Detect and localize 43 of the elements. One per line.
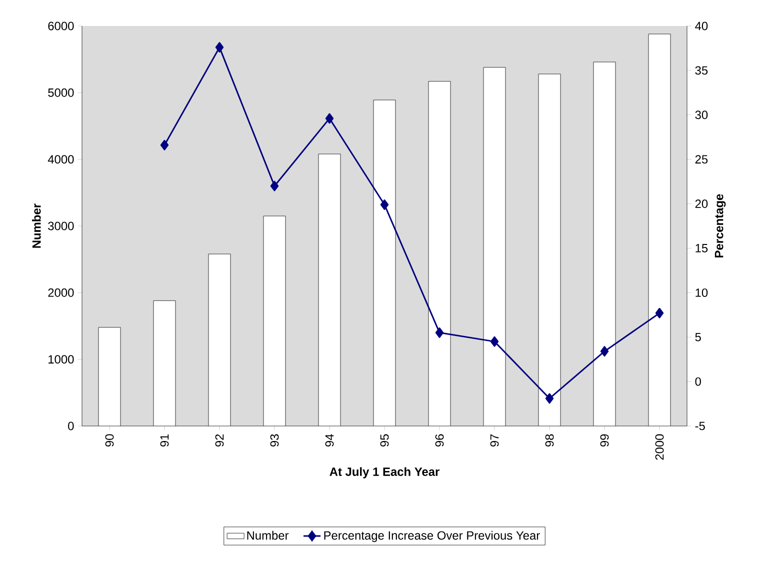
y-tick-label: 5000 bbox=[48, 88, 74, 97]
y2-tick-label: 40 bbox=[695, 22, 708, 30]
x-tick-label: 91 bbox=[160, 434, 169, 447]
point bbox=[215, 42, 224, 53]
point bbox=[160, 140, 169, 150]
y-axis-title: Number bbox=[32, 204, 41, 248]
y2-tick-label: 30 bbox=[695, 110, 708, 120]
x-tick-label: 94 bbox=[325, 434, 334, 447]
point bbox=[270, 180, 279, 192]
y2-tick-label: 5 bbox=[695, 332, 701, 342]
x-tick-label: 90 bbox=[105, 434, 114, 447]
legend-label: Number bbox=[247, 530, 289, 540]
point bbox=[490, 336, 499, 347]
y-tick-label: 0 bbox=[68, 422, 74, 430]
y2-tick-label: -5 bbox=[695, 422, 705, 430]
y2-tick-label: 20 bbox=[695, 200, 708, 208]
y-tick-label: 2000 bbox=[48, 288, 74, 297]
y2-tick-label: 35 bbox=[695, 66, 708, 75]
x-tick-label: 96 bbox=[435, 434, 444, 447]
point bbox=[545, 393, 554, 404]
y-tick-label: 1000 bbox=[48, 355, 74, 364]
x-tick-label: 97 bbox=[490, 434, 499, 447]
x-tick-label: 98 bbox=[545, 434, 554, 447]
y-tick-label: 4000 bbox=[48, 155, 74, 164]
x-tick-label: 93 bbox=[270, 434, 279, 447]
y2-tick-label: 0 bbox=[695, 377, 701, 386]
y-tick-label: 6000 bbox=[48, 22, 74, 30]
x-tick-label: 95 bbox=[380, 434, 389, 447]
point bbox=[655, 308, 664, 318]
y-tick-label: 3000 bbox=[48, 222, 74, 230]
x-axis-title: At July 1 Each Year bbox=[330, 467, 440, 478]
x-tick-label: 2000 bbox=[655, 434, 664, 460]
y2-axis-title: Percentage bbox=[714, 194, 726, 258]
x-tick-label: 92 bbox=[215, 434, 224, 447]
legend-label: Percentage Increase Over Previous Year bbox=[324, 530, 540, 542]
y2-tick-label: 10 bbox=[696, 288, 708, 297]
point bbox=[380, 199, 389, 210]
y2-tick-label: 25 bbox=[695, 155, 708, 164]
point bbox=[600, 346, 609, 357]
x-tick-label: 99 bbox=[600, 434, 609, 447]
point bbox=[435, 327, 444, 338]
y2-tick-label: 15 bbox=[696, 244, 708, 252]
point bbox=[325, 113, 334, 124]
